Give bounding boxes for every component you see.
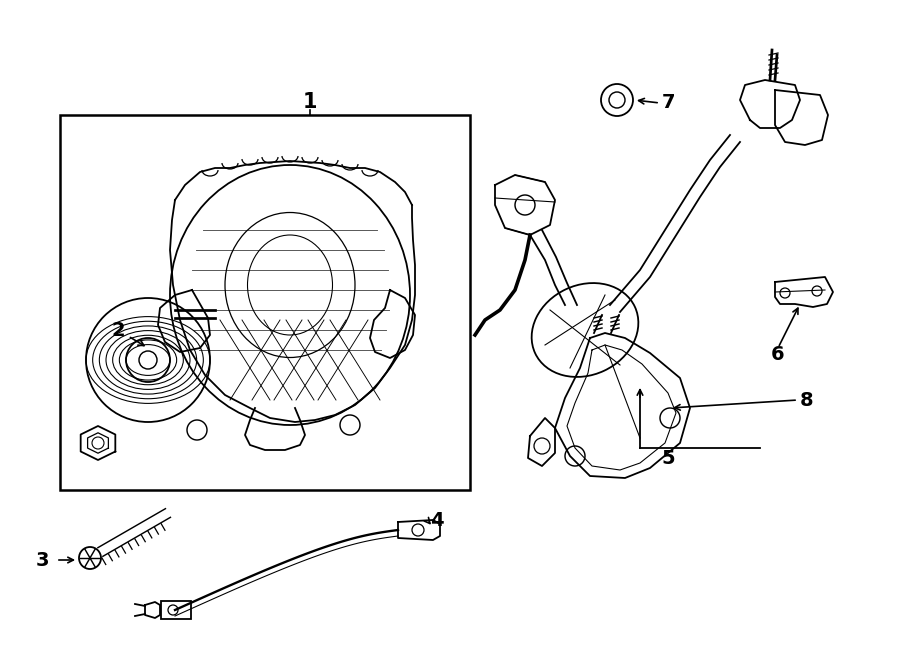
Text: 5: 5 [662,449,675,467]
Text: 8: 8 [800,391,814,410]
Text: 6: 6 [771,346,785,364]
Text: 4: 4 [430,510,444,529]
Text: 3: 3 [35,551,49,570]
Text: 2: 2 [112,321,125,340]
Bar [60,115,470,490]
Text: 1: 1 [302,92,317,112]
Text: 7: 7 [662,93,676,112]
Bar [161,601,191,619]
